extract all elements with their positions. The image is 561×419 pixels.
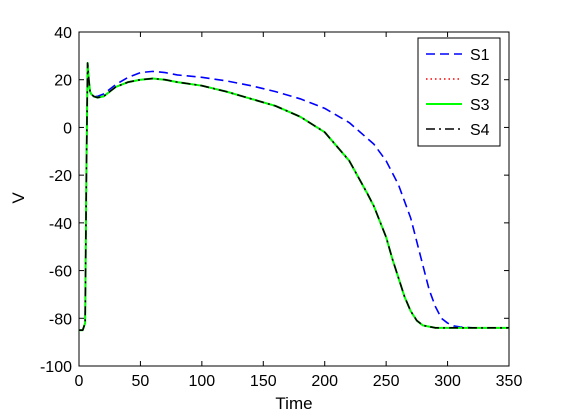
- legend: S1 S2 S3 S4: [417, 37, 501, 147]
- x-tick-label: 250: [373, 373, 400, 390]
- legend-label-s3: S3: [470, 97, 490, 114]
- y-tick-label: 40: [54, 25, 72, 42]
- y-tick-label: -20: [49, 168, 72, 185]
- series-line-s4: [79, 62, 509, 332]
- x-tick-label: 300: [434, 373, 461, 390]
- x-tick-label: 50: [132, 373, 150, 390]
- legend-label-s4: S4: [470, 122, 490, 139]
- y-tick-label: -80: [49, 311, 72, 328]
- x-tick-label: 100: [189, 373, 216, 390]
- x-tick-label: 200: [311, 373, 338, 390]
- legend-label-s1: S1: [470, 47, 490, 64]
- legend-label-s2: S2: [470, 72, 490, 89]
- y-tick-label: -100: [40, 359, 72, 376]
- legend-box: [417, 37, 501, 147]
- y-axis-label: V: [9, 192, 28, 204]
- x-axis-label: Time: [275, 394, 312, 413]
- axis-labels: Time V: [9, 192, 313, 413]
- x-tick-label: 0: [75, 373, 84, 390]
- axis-ticks: 0 50 100 150 200 250 300 350 -100 -80 -60 -40 -20 0 20…: [40, 25, 522, 390]
- y-tick-label: -60: [49, 264, 72, 281]
- x-tick-label: 150: [250, 373, 277, 390]
- y-tick-label: 0: [63, 120, 72, 137]
- y-tick-label: 20: [54, 73, 72, 90]
- y-tick-label: -40: [49, 216, 72, 233]
- x-tick-label: 350: [496, 373, 523, 390]
